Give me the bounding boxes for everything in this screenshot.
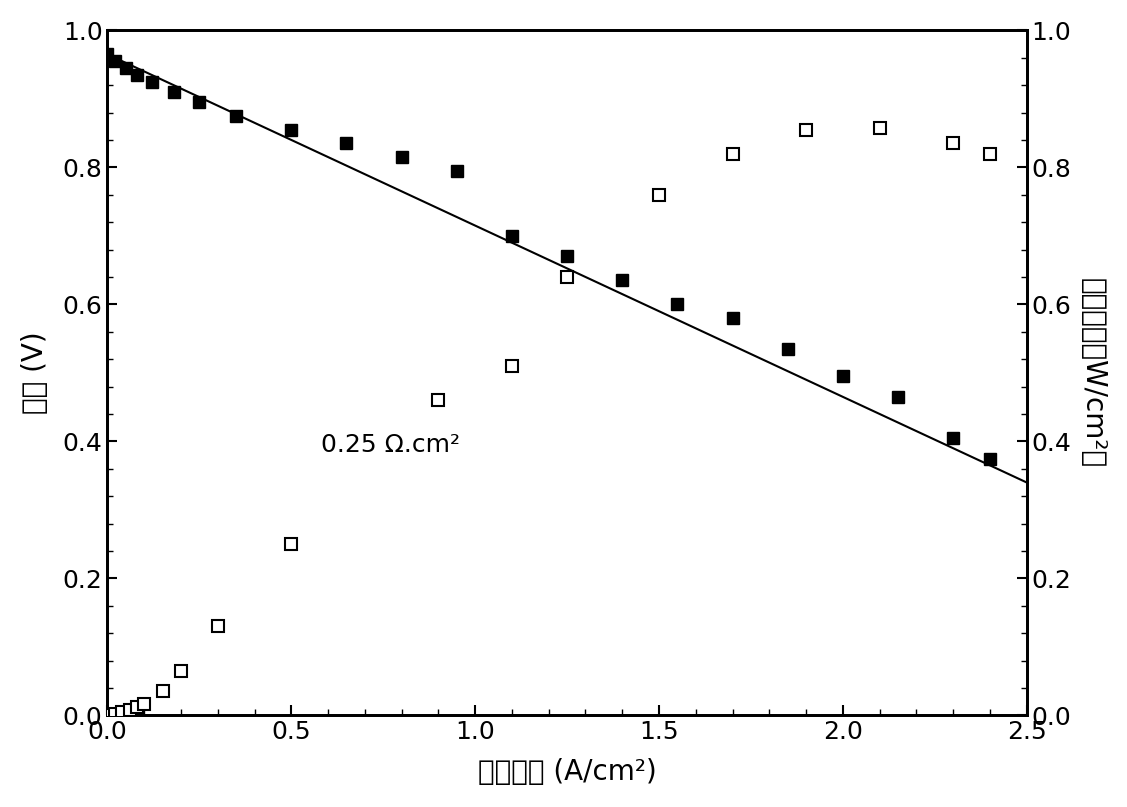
Text: 0.25 Ω.cm²: 0.25 Ω.cm² <box>321 433 460 457</box>
Y-axis label: 功率密度（W/cm²）: 功率密度（W/cm²） <box>1079 278 1107 468</box>
X-axis label: 电流密度 (A/cm²): 电流密度 (A/cm²) <box>478 758 656 786</box>
Y-axis label: 电压 (V): 电压 (V) <box>20 332 48 414</box>
